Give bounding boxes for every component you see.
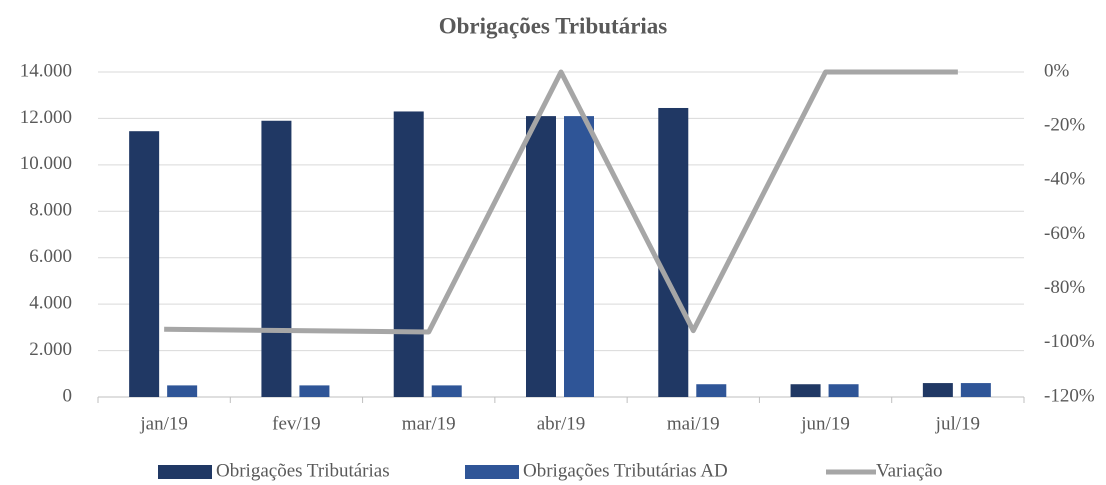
- bar: [526, 116, 556, 397]
- y2-tick-label: -120%: [1044, 385, 1095, 406]
- bar: [960, 383, 991, 397]
- y-tick-label: 10.000: [20, 153, 72, 174]
- legend-swatch: [465, 465, 519, 479]
- y2-tick-label: -20%: [1044, 115, 1085, 136]
- bar: [922, 383, 953, 397]
- y-tick-label: 14.000: [20, 60, 72, 81]
- y2-tick-label: 0%: [1044, 60, 1070, 81]
- legend-swatch: [158, 465, 212, 479]
- y2-tick-label: -40%: [1044, 169, 1085, 190]
- x-tick-label: jan/19: [139, 413, 188, 434]
- y2-tick-label: -80%: [1044, 277, 1085, 298]
- legend-label: Obrigações Tributárias: [216, 460, 390, 481]
- bar: [658, 107, 689, 397]
- line-series: [164, 69, 958, 335]
- legend-label: Obrigações Tributárias AD: [523, 460, 728, 481]
- x-tick-label: jun/19: [800, 413, 850, 434]
- legend-label: Variação: [876, 460, 942, 481]
- y2-tick-label: -100%: [1044, 331, 1095, 352]
- chart-title: Obrigações Tributárias: [439, 13, 668, 38]
- y-tick-label: 6.000: [29, 246, 72, 267]
- bar: [167, 385, 198, 397]
- y-tick-label: 2.000: [29, 339, 72, 360]
- bar: [696, 384, 727, 397]
- bar: [431, 385, 462, 397]
- y-tick-label: 8.000: [29, 200, 72, 221]
- bar: [393, 111, 424, 397]
- x-tick-label: abr/19: [537, 413, 586, 434]
- x-tick-label: jul/19: [935, 413, 980, 434]
- bar: [828, 384, 859, 397]
- bar: [790, 384, 821, 397]
- x-tick-label: mar/19: [402, 413, 456, 434]
- bar: [261, 120, 292, 397]
- y2-tick-label: -60%: [1044, 223, 1085, 244]
- x-tick-label: fev/19: [272, 413, 321, 434]
- bar: [129, 131, 160, 398]
- bar: [299, 385, 330, 397]
- bar: [564, 116, 594, 397]
- y-tick-label: 12.000: [20, 107, 72, 128]
- y-tick-label: 0: [63, 385, 73, 406]
- y-tick-label: 4.000: [29, 293, 72, 314]
- x-tick-label: mai/19: [667, 413, 720, 434]
